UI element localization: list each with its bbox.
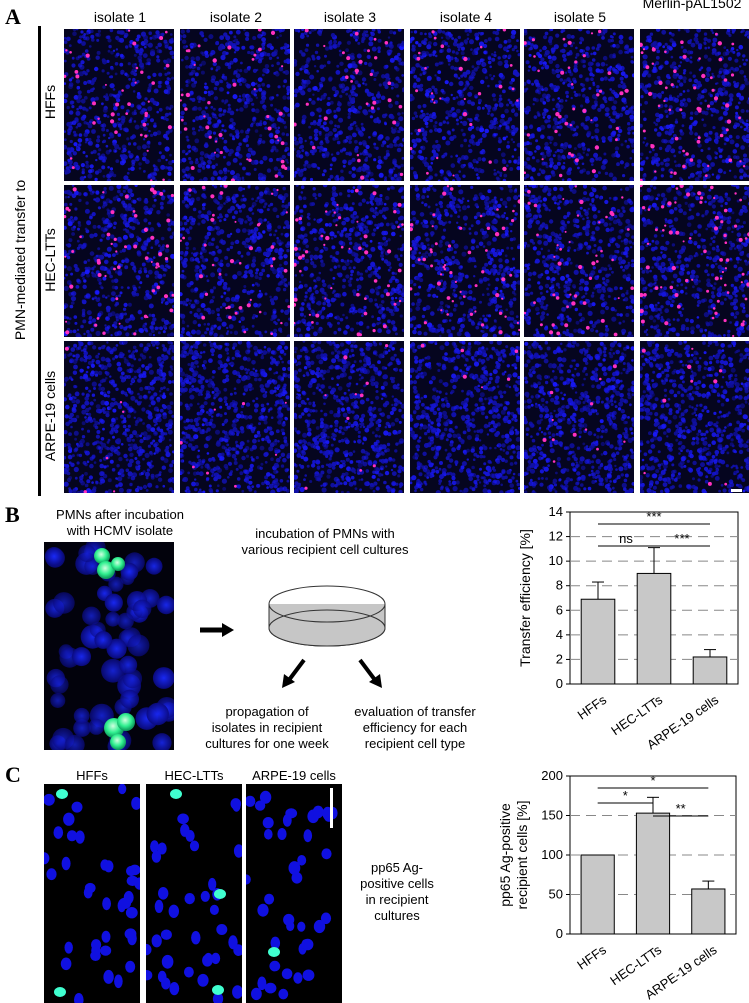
micrograph-tile [294,29,404,181]
panel-a-row-bar [38,26,41,496]
pmn-fluorescence-image [44,542,174,750]
y-tick-label: 0 [556,676,563,691]
panel-b-image-caption-1: PMNs after incubation [56,507,184,522]
micrograph-tile [410,341,520,493]
step2-text-line2: isolates in recipient [211,720,323,735]
micrograph-tile [294,185,404,337]
step1-text-line1: incubation of PMNs with [255,526,395,541]
step2-text-line1: propagation of [225,704,309,719]
micrograph-tile [64,185,174,337]
micrograph-tile [524,29,634,181]
panel-a-letter: A [5,4,21,29]
column-label-isolate-3: isolate 3 [323,9,377,25]
micrograph-tile [180,29,290,181]
pp65-micrograph-tile [44,784,140,1003]
micrograph-tile [64,29,174,181]
x-tick-label: HFFs [574,942,609,973]
panel-c-label-hec-ltts: HEC-LTTs [164,768,224,783]
micrograph-tile [180,185,290,337]
y-tick-label: 100 [541,847,563,862]
workflow-arrow-icon [200,623,234,637]
y-tick-label: 200 [541,768,563,783]
bar [636,572,672,685]
step1-text-line2: various recipient cell cultures [241,542,409,557]
panel-c-label-arpe-19: ARPE-19 cells [252,768,336,783]
panel-c-side-text-2: positive cells [360,876,434,891]
y-tick-label: 4 [556,627,563,642]
micrograph-tile [180,341,290,493]
bar [580,598,616,685]
step3-text-line1: evaluation of transfer [354,704,476,719]
pp65-micrograph-tile [146,784,242,1003]
column-label-merlin: Merlin-pAL1502 [642,0,742,11]
micrograph-tile [64,341,174,493]
column-label-isolate-1: isolate 1 [93,9,147,25]
micrograph-tile [640,185,749,337]
y-axis-label: pp65 Ag-positive [497,803,513,907]
y-tick-label: 12 [549,529,563,544]
significance-label: ns [619,531,633,546]
pp65-micrograph-tile [246,784,342,1003]
panel-c-letter: C [5,762,21,787]
bar [692,656,728,685]
panel-b-letter: B [5,502,20,527]
significance-label: * [623,788,628,803]
bar [635,812,671,935]
significance-label: ** [676,801,686,816]
panel-c-side-text-1: pp65 Ag- [370,860,424,875]
x-tick-label: HFFs [575,692,610,723]
significance-label: * [650,773,655,788]
column-label-isolate-4: isolate 4 [439,9,493,25]
pp65-positive-cells-chart: 0 50 100 150 200 pp65 Ag-positive recipient ce… [497,768,737,1000]
arrow-down-right-icon [358,658,382,688]
column-label-isolate-2: isolate 2 [209,9,263,25]
micrograph-tile [640,29,749,181]
step3-text-line3: recipient cell type [364,736,466,751]
step3-text-line2: efficiency for each [362,720,468,735]
micrograph-tile [410,29,520,181]
y-tick-label: 8 [556,578,563,593]
micrograph-tile [640,341,749,493]
significance-label: *** [646,509,661,524]
y-axis-label: Transfer efficiency [%] [517,529,533,667]
column-label-isolate-5: isolate 5 [553,9,607,25]
micrograph-tile [410,185,520,337]
panel-c-side-text-4: cultures [374,908,420,923]
panel-c-label-hffs: HFFs [76,768,108,783]
y-tick-label: 14 [549,504,563,519]
y-tick-label: 2 [556,651,563,666]
bar [691,888,726,935]
micrograph-tile [524,341,634,493]
micrograph-tile [294,341,404,493]
y-tick-label: 6 [556,602,563,617]
arrow-down-left-icon [282,658,306,688]
y-tick-label: 10 [549,553,563,568]
scale-bar [731,489,742,492]
step2-text-line3: cultures for one week [205,736,329,751]
culture-dish-icon [268,585,386,647]
y-axis-label: recipient cells [%] [514,801,530,910]
panel-c-side-text-3: in recipient [365,892,429,907]
y-tick-label: 0 [556,926,563,941]
y-tick-label: 50 [549,887,563,902]
significance-label: *** [674,531,689,546]
bar [580,854,615,935]
y-tick-label: 150 [541,808,563,823]
panel-b-image-caption-2: with HCMV isolate [66,523,174,538]
micrograph-tile [524,185,634,337]
